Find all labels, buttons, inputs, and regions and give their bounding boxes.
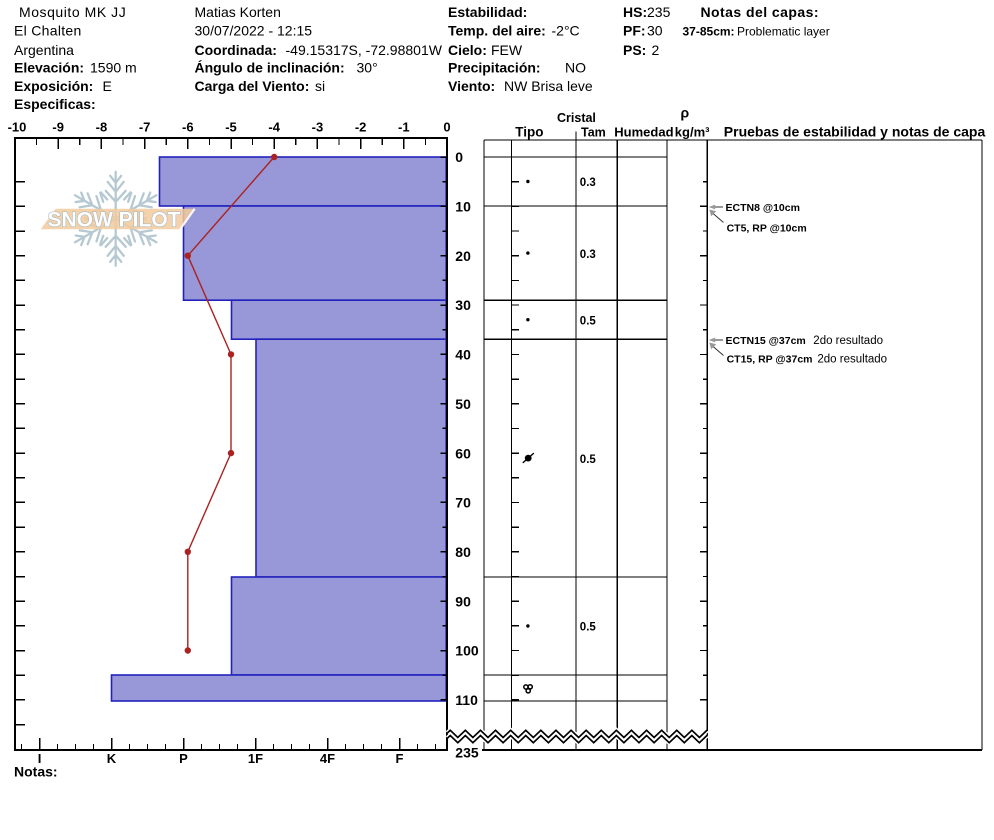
svg-text:Argentina: Argentina <box>14 42 74 58</box>
svg-text:Cielo:: Cielo: <box>448 42 487 58</box>
svg-text:1590 m: 1590 m <box>90 59 137 75</box>
svg-text:235: 235 <box>647 4 671 20</box>
svg-text:kg/m³: kg/m³ <box>675 125 710 140</box>
svg-text:70: 70 <box>455 495 471 511</box>
svg-text:F: F <box>396 751 404 766</box>
svg-text:-3: -3 <box>312 120 324 135</box>
svg-text:235: 235 <box>455 744 479 760</box>
svg-text:-6: -6 <box>182 120 194 135</box>
svg-text:ρ: ρ <box>681 104 690 120</box>
svg-text:0.5: 0.5 <box>580 622 597 634</box>
svg-text:ECTN8 @10cm: ECTN8 @10cm <box>726 202 800 214</box>
svg-text:Humedad: Humedad <box>614 125 673 140</box>
svg-text:2do resultado: 2do resultado <box>813 335 883 347</box>
svg-text:90: 90 <box>455 593 471 609</box>
svg-text:-10: -10 <box>8 120 27 135</box>
svg-text:30°: 30° <box>357 59 378 75</box>
svg-text:100: 100 <box>455 643 479 659</box>
svg-text:37-85cm:: 37-85cm: <box>683 25 735 39</box>
svg-text:0.5: 0.5 <box>580 315 597 327</box>
svg-text:Carga del Viento:: Carga del Viento: <box>195 78 310 94</box>
svg-text:Estabilidad:: Estabilidad: <box>448 4 527 20</box>
svg-text:El Chalten: El Chalten <box>14 23 82 39</box>
svg-text:Ángulo de inclinación:: Ángulo de inclinación: <box>195 59 345 75</box>
svg-text:-9: -9 <box>52 120 64 135</box>
svg-text:40: 40 <box>455 347 471 363</box>
svg-text:-5: -5 <box>225 120 237 135</box>
svg-text:SNOW PILOT: SNOW PILOT <box>48 208 181 231</box>
svg-text:0.3: 0.3 <box>580 177 596 189</box>
svg-text:0: 0 <box>455 149 463 165</box>
svg-text:0.3: 0.3 <box>580 249 596 261</box>
svg-text:Notas del capas:: Notas del capas: <box>701 4 819 20</box>
svg-text:NW Brisa leve: NW Brisa leve <box>504 78 593 94</box>
svg-text:CT15, RP @37cm: CT15, RP @37cm <box>727 353 813 365</box>
svg-text:I: I <box>38 751 42 766</box>
svg-text:-49.15317S, -72.98801W: -49.15317S, -72.98801W <box>286 42 443 58</box>
svg-text:30: 30 <box>455 297 471 313</box>
svg-text:Especificas:: Especificas: <box>14 96 96 112</box>
svg-text:Tam: Tam <box>581 126 606 140</box>
svg-text:PF:: PF: <box>623 23 646 39</box>
svg-text:Matias Korten: Matias Korten <box>195 4 281 20</box>
svg-text:Pruebas de estabilidad y notas: Pruebas de estabilidad y notas de capa <box>724 124 986 140</box>
svg-text:K: K <box>107 751 117 766</box>
svg-text:Coordinada:: Coordinada: <box>195 42 277 58</box>
svg-text:Precipitación:: Precipitación: <box>448 59 541 75</box>
svg-text:HS:: HS: <box>623 4 647 20</box>
svg-text:50: 50 <box>455 396 471 412</box>
svg-text:10: 10 <box>455 199 471 215</box>
svg-text:E: E <box>103 78 112 94</box>
svg-text:Exposición:: Exposición: <box>14 78 93 94</box>
svg-text:FEW: FEW <box>491 42 523 58</box>
svg-text:110: 110 <box>455 692 478 708</box>
svg-text:-1: -1 <box>398 120 410 135</box>
svg-text:-8: -8 <box>96 120 108 135</box>
svg-text:-7: -7 <box>139 120 151 135</box>
svg-text:30: 30 <box>647 23 663 39</box>
svg-text:Elevación:: Elevación: <box>14 59 84 75</box>
svg-text:-4: -4 <box>268 120 280 135</box>
svg-text:CT5, RP @10cm: CT5, RP @10cm <box>727 222 807 234</box>
svg-text:Temp. del aire:: Temp. del aire: <box>448 23 546 39</box>
svg-text:0: 0 <box>443 120 450 135</box>
svg-text:2: 2 <box>652 42 660 58</box>
svg-text:Notas:: Notas: <box>14 764 58 780</box>
svg-text:Problematic layer: Problematic layer <box>737 25 830 39</box>
svg-text:80: 80 <box>455 544 471 560</box>
svg-text:2do resultado: 2do resultado <box>817 353 887 365</box>
svg-text:Viento:: Viento: <box>448 78 495 94</box>
svg-text:P: P <box>179 751 188 766</box>
svg-text:ECTN15 @37cm: ECTN15 @37cm <box>726 335 806 347</box>
svg-text:NO: NO <box>565 59 586 75</box>
svg-text:-2: -2 <box>355 120 367 135</box>
svg-text:30/07/2022 - 12:15: 30/07/2022 - 12:15 <box>195 23 313 39</box>
svg-text:Mosquito MK JJ: Mosquito MK JJ <box>19 4 126 20</box>
svg-text:Cristal: Cristal <box>557 111 596 125</box>
svg-text:si: si <box>315 78 325 94</box>
svg-text:0.5: 0.5 <box>580 454 597 466</box>
svg-text:60: 60 <box>455 445 471 461</box>
svg-text:20: 20 <box>455 248 471 264</box>
svg-text:4F: 4F <box>320 751 335 766</box>
svg-text:Tipo: Tipo <box>515 125 543 140</box>
svg-text:-2°C: -2°C <box>552 23 580 39</box>
svg-text:1F: 1F <box>248 751 263 766</box>
svg-text:PS:: PS: <box>623 42 646 58</box>
